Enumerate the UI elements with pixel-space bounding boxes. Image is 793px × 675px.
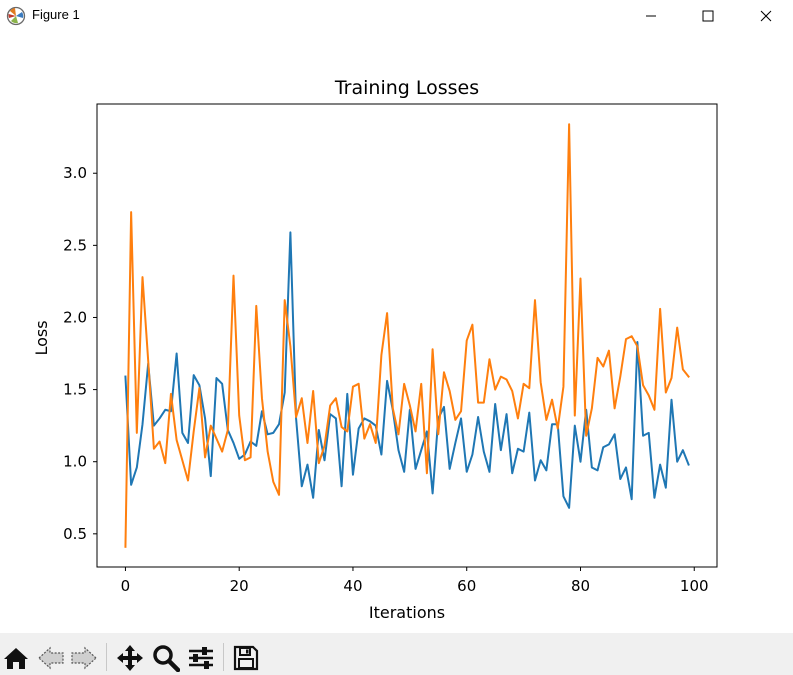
back-button[interactable] — [36, 643, 66, 673]
minimize-icon — [646, 15, 656, 17]
close-button[interactable] — [737, 0, 793, 32]
y-axis-label: Loss — [32, 320, 51, 355]
series-2-line — [124, 123, 690, 548]
series-1-line — [124, 231, 690, 509]
zoom-icon — [153, 645, 180, 672]
window-title: Figure 1 — [32, 7, 80, 22]
toolbar-separator — [223, 643, 224, 671]
forward-arrow-icon — [71, 646, 97, 670]
x-tick-label: 40 — [343, 577, 362, 595]
x-tick-label: 0 — [121, 577, 131, 595]
home-button[interactable] — [1, 643, 31, 673]
x-tick-label: 60 — [457, 577, 476, 595]
chart-title: Training Losses — [334, 77, 479, 99]
configure-subplots-icon — [189, 647, 213, 669]
x-axis-label: Iterations — [369, 603, 445, 622]
matplotlib-icon — [6, 6, 26, 26]
close-icon — [760, 10, 772, 22]
x-tick-label: 80 — [571, 577, 590, 595]
minimize-button[interactable] — [622, 0, 680, 32]
y-tick-label: 0.5 — [63, 525, 87, 543]
maximize-button[interactable] — [679, 0, 737, 32]
y-tick-label: 2.0 — [63, 308, 87, 326]
y-tick-label: 3.0 — [63, 164, 87, 182]
figure-canvas[interactable]: Training Losses 0 20 40 60 80 100 0.5 1.0 1.5 2.… — [0, 32, 793, 630]
pan-button[interactable] — [115, 643, 145, 673]
plot-area — [124, 123, 690, 548]
line-chart: Training Losses 0 20 40 60 80 100 0.5 1.0 1.5 2.… — [32, 77, 718, 622]
save-icon — [233, 645, 259, 671]
window-titlebar: Figure 1 — [0, 0, 793, 32]
y-tick-label: 1.0 — [63, 453, 87, 471]
y-axis: 0.5 1.0 1.5 2.0 2.5 3.0 — [63, 164, 97, 543]
y-tick-label: 2.5 — [63, 236, 87, 254]
x-axis: 0 20 40 60 80 100 — [121, 567, 709, 595]
toolbar-separator — [106, 643, 107, 671]
back-arrow-icon — [38, 646, 64, 670]
axes-frame — [96, 103, 718, 568]
zoom-button[interactable] — [151, 643, 181, 673]
y-tick-label: 1.5 — [63, 381, 87, 399]
navigation-toolbar — [0, 633, 793, 675]
configure-subplots-button[interactable] — [186, 643, 216, 673]
pan-icon — [117, 645, 143, 671]
x-tick-label: 20 — [230, 577, 249, 595]
home-icon — [4, 648, 28, 669]
save-button[interactable] — [231, 643, 261, 673]
forward-button[interactable] — [69, 643, 99, 673]
maximize-icon — [702, 10, 714, 22]
x-tick-label: 100 — [680, 577, 709, 595]
